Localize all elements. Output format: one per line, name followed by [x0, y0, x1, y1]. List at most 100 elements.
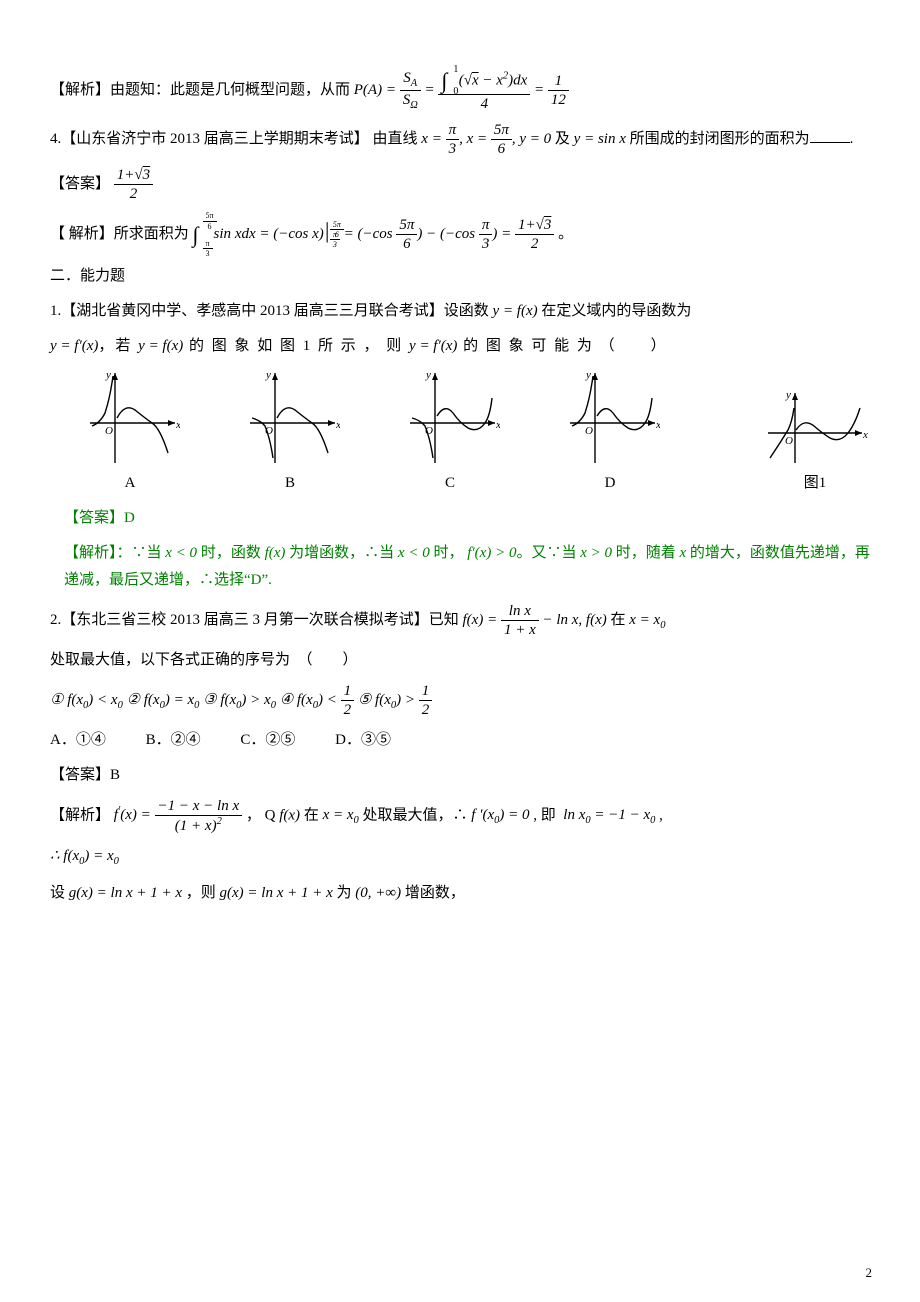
q1-ec: 为增函数，∴当: [285, 545, 398, 561]
figure-panel-row: x y O A x y O B x: [80, 368, 870, 497]
svg-text:y: y: [585, 369, 591, 381]
q4-explain: 【 解析】所求面积为 ∫5π6π3 sin xdx = (−cos x)|5π6…: [50, 211, 870, 254]
svg-text:O: O: [105, 425, 113, 437]
q1-t2d: 的 图 象 如 图 1 所 示 ， 则: [183, 338, 409, 354]
q2-answer: 【答案】B: [50, 762, 870, 789]
svg-text:y: y: [425, 369, 431, 381]
panel-d-label: D: [560, 470, 660, 497]
q1-ef: 时，随着: [612, 545, 680, 561]
choice-b: B．②④: [146, 727, 201, 754]
panel-fig1-svg: x y O: [760, 388, 870, 468]
q4-stem-before: 由直线: [373, 131, 418, 147]
choice-c: C．②⑤: [240, 727, 295, 754]
q2-gline: 设 g(x) = ln x + 1 + x ，则 g(x) = ln x + 1…: [50, 880, 870, 907]
panel-a-label: A: [80, 470, 180, 497]
panel-b-svg: x y O: [240, 368, 340, 468]
panel-c-label: C: [400, 470, 500, 497]
q1-fpx-a: y = f′(x): [50, 338, 98, 354]
q4-answer-value: 1+√32: [114, 176, 153, 192]
q1-eqd: f′(x) > 0: [467, 545, 516, 561]
q2-x0: x = x0: [629, 612, 665, 628]
q2-mid: 在: [611, 612, 630, 628]
q2-source: 2.【东北三省三校 2013 届高三 3 月第一次联合模拟考试】已知: [50, 612, 463, 628]
panel-c: x y O C: [400, 368, 500, 497]
svg-text:x: x: [655, 419, 660, 431]
q2-stem-line1: 2.【东北三省三校 2013 届高三 3 月第一次联合模拟考试】已知 f(x) …: [50, 602, 870, 639]
q1-fpx-b: y = f′(x): [409, 338, 457, 354]
panel-c-svg: x y O: [400, 368, 500, 468]
q1-stem-line1: 1.【湖北省黄冈中学、孝感高中 2013 届高三三月联合考试】设函数 y = f…: [50, 298, 870, 325]
q2-g-text: 设 g(x) = ln x + 1 + x ，则 g(x) = ln x + 1…: [50, 885, 465, 901]
svg-text:x: x: [495, 419, 500, 431]
q4-eq1: x = π3, x = 5π6, y = 0: [421, 131, 555, 147]
q4-source: 4.【山东省济宁市 2013 届高三上学期期末考试】: [50, 131, 369, 147]
q1-ed: 时，: [430, 545, 468, 561]
svg-text:x: x: [175, 419, 180, 431]
panel-b-label: B: [240, 470, 340, 497]
explain-label: 【 解析】所求面积为: [50, 226, 189, 242]
q2-therefore: ∴ f(x0) = x0: [50, 843, 870, 872]
q2-stem-line2: 处取最大值，以下各式正确的序号为 （ ）: [50, 647, 870, 674]
q2-circled-line: ① f(x0) < x0 ② f(x0) = x0 ③ f(x0) > x0 ④…: [50, 692, 432, 708]
panel-a: x y O A: [80, 368, 180, 497]
q4-eq2: y = sin x: [574, 131, 626, 147]
q2-explain-mid: ， Q f(x) 在 x = x0 处取最大值，∴ f ′(x0) = 0 , …: [246, 807, 663, 823]
q2-tail: 处取最大值，以下各式正确的序号为 （ ）: [50, 652, 358, 668]
svg-text:y: y: [265, 369, 271, 381]
q1-explain-label: 【解析】：: [64, 545, 132, 561]
q2-explain-line1: 【解析】 f′(x) = −1 − x − ln x(1 + x)2 ， Q f…: [50, 797, 870, 835]
q1-eqb: f(x): [265, 545, 286, 561]
q2-circled: ① f(x0) < x0 ② f(x0) = x0 ③ f(x0) > x0 ④…: [50, 682, 870, 719]
q1-t2b: ，若: [98, 338, 138, 354]
panel-b: x y O B: [240, 368, 340, 497]
blank-underline: [810, 127, 850, 143]
section2-title: 二．能力题: [50, 263, 870, 290]
choice-a: A．①④: [50, 727, 106, 754]
q1-eqe: x > 0: [580, 545, 612, 561]
q2-answer-value: B: [110, 767, 120, 783]
q1-stem1: 设函数: [444, 303, 493, 319]
q1-eb: 时，函数: [197, 545, 265, 561]
q2-therefore-eq: ∴ f(x0) = x0: [50, 848, 119, 864]
choice-d: D．③⑤: [335, 727, 391, 754]
q1-t2f: 的 图 象 可 能 为 （ ）: [457, 338, 667, 354]
q1-explain: 【解析】：∵当 x < 0 时，函数 f(x) 为增函数，∴当 x < 0 时，…: [64, 540, 870, 594]
panel-fig1: x y O 图1: [760, 388, 870, 497]
panel-d-svg: x y O: [560, 368, 660, 468]
q1-stem-line2: y = f′(x)，若 y = f(x) 的 图 象 如 图 1 所 示 ， 则…: [50, 333, 870, 360]
q1-fx: y = f(x): [138, 338, 183, 354]
top-formula: P(A) = SASΩ = ∫10 (√x − x2)dx 4 = 112: [354, 82, 569, 98]
top-solution-line: 【解析】由题知：此题是几何概型问题，从而 P(A) = SASΩ = ∫10 (…: [50, 68, 870, 113]
panel-fig1-label: 图1: [760, 470, 870, 497]
panel-a-svg: x y O: [80, 368, 180, 468]
q1-source: 1.【湖北省黄冈中学、孝感高中 2013 届高三三月联合考试】: [50, 303, 444, 319]
q2-choices: A．①④ B．②④ C．②⑤ D．③⑤: [50, 727, 870, 754]
page-number: 2: [866, 1261, 873, 1284]
q4-explain-formula: ∫5π6π3 sin xdx = (−cos x)|5π6π3 = (−cos …: [193, 226, 559, 242]
q2-deriv: f′(x) = −1 − x − ln x(1 + x)2: [114, 807, 246, 823]
q1-eqc: x < 0: [398, 545, 430, 561]
q4-mid: 及: [555, 131, 574, 147]
q2-explain-label: 【解析】: [50, 807, 110, 823]
q1-eqa: x < 0: [165, 545, 197, 561]
svg-text:O: O: [585, 425, 593, 437]
q1-answer-value: D: [124, 510, 135, 526]
q2-fdef: f(x) = ln x1 + x − ln x, f(x): [463, 612, 611, 628]
q4-stem: 4.【山东省济宁市 2013 届高三上学期期末考试】 由直线 x = π3, x…: [50, 121, 870, 158]
q1-yfx: y = f(x): [493, 303, 538, 319]
svg-text:y: y: [785, 389, 791, 401]
svg-text:y: y: [105, 369, 111, 381]
top-lead: 【解析】由题知：此题是几何概型问题，从而: [50, 82, 350, 98]
svg-text:O: O: [785, 435, 793, 447]
q1-answer-label: 【答案】: [64, 510, 124, 526]
q2-answer-label: 【答案】: [50, 767, 110, 783]
answer-label: 【答案】: [50, 176, 110, 192]
q1-stem1b: 在定义域内的导函数为: [538, 303, 692, 319]
q4-answer: 【答案】 1+√32: [50, 166, 870, 203]
q1-answer: 【答案】D: [64, 505, 870, 532]
svg-text:x: x: [335, 419, 340, 431]
panel-d: x y O D: [560, 368, 660, 497]
q4-stem-after: 所围成的封闭图形的面积为: [630, 131, 810, 147]
q1-ee: 。又∵当: [516, 545, 580, 561]
svg-text:x: x: [862, 429, 868, 441]
